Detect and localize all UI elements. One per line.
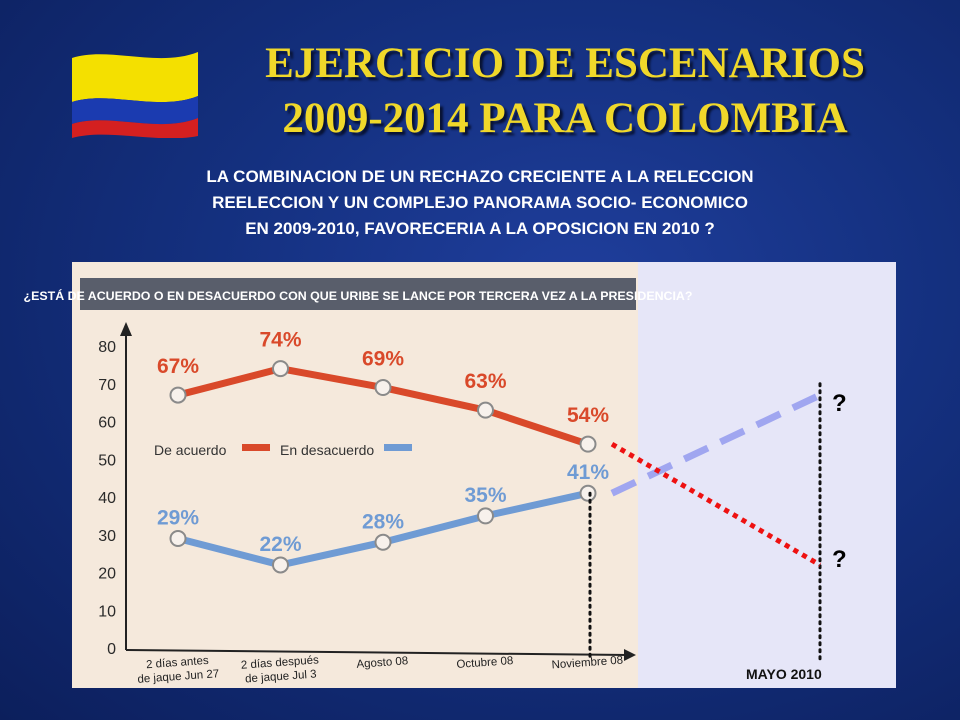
subtitle-line2: REELECCION Y UN COMPLEJO PANORAMA SOCIO-…: [212, 193, 748, 212]
chart-title-bar: [80, 278, 636, 310]
legend-label: De acuerdo: [154, 442, 227, 458]
data-point: [169, 530, 187, 548]
data-point: [477, 507, 494, 525]
data-point: [579, 435, 597, 453]
data-point: [169, 386, 187, 404]
x-tick-label: de jaque Jun 27: [137, 668, 219, 686]
data-point: [477, 401, 494, 419]
subtitle-line1: LA COMBINACION DE UN RECHAZO CRECIENTE A…: [206, 167, 754, 186]
subtitle-line3: EN 2009-2010, FAVORECERIA A LA OPOSICION…: [245, 219, 715, 238]
data-label: 29%: [157, 507, 199, 530]
data-label: 28%: [362, 510, 404, 533]
y-tick-label: 10: [98, 603, 116, 620]
y-tick-label: 80: [98, 339, 116, 356]
projection-panel: [638, 262, 896, 688]
data-point: [374, 379, 392, 397]
data-label: 35%: [464, 484, 506, 507]
x-tick-label: 2 días después: [241, 654, 320, 671]
y-tick-label: 20: [98, 566, 116, 583]
x-axis-arrow-icon: [624, 649, 636, 661]
data-label: 69%: [362, 348, 404, 371]
chart-title: ¿ESTÁ DE ACUERDO O EN DESACUERDO CON QUE…: [24, 288, 693, 303]
data-label: 67%: [157, 355, 199, 378]
x-tick-label: Noviembre 08: [551, 655, 623, 672]
x-tick-label: Octubre 08: [456, 655, 514, 671]
y-tick-label: 40: [98, 490, 116, 507]
data-label: 41%: [567, 461, 609, 484]
y-tick-label: 30: [98, 528, 116, 545]
data-label: 54%: [567, 404, 609, 427]
data-point: [579, 484, 597, 502]
slide-title-line2: 2009-2014 PARA COLOMBIA: [282, 95, 848, 142]
data-point: [272, 360, 289, 378]
data-point: [272, 556, 289, 574]
legend-swatch: [242, 444, 270, 451]
legend-swatch: [384, 444, 412, 451]
legend-label: En desacuerdo: [280, 442, 374, 458]
x-tick-label: Agosto 08: [356, 655, 409, 671]
y-tick-label: 50: [98, 452, 116, 469]
data-point: [374, 533, 392, 551]
question-mark-top: ?: [832, 390, 847, 417]
projection-line-acuerdo: [610, 441, 822, 568]
data-label: 74%: [259, 329, 301, 352]
question-mark-bottom: ?: [832, 546, 847, 573]
x-tick-label: de jaque Jul 3: [245, 669, 317, 686]
x-tick-label: 2 días antes: [146, 655, 210, 671]
projection-date-label: MAYO 2010: [746, 666, 822, 682]
slide-title-line1: EJERCICIO DE ESCENARIOS: [265, 40, 865, 87]
data-label: 22%: [259, 533, 301, 556]
y-tick-label: 60: [98, 415, 116, 432]
y-tick-label: 0: [107, 641, 116, 658]
colombia-flag-icon: [72, 52, 198, 138]
data-label: 63%: [464, 370, 506, 393]
x-axis: [125, 649, 629, 656]
clipping-panel: [72, 262, 640, 688]
y-tick-label: 70: [98, 377, 116, 394]
y-axis-arrow-icon: [120, 322, 132, 336]
